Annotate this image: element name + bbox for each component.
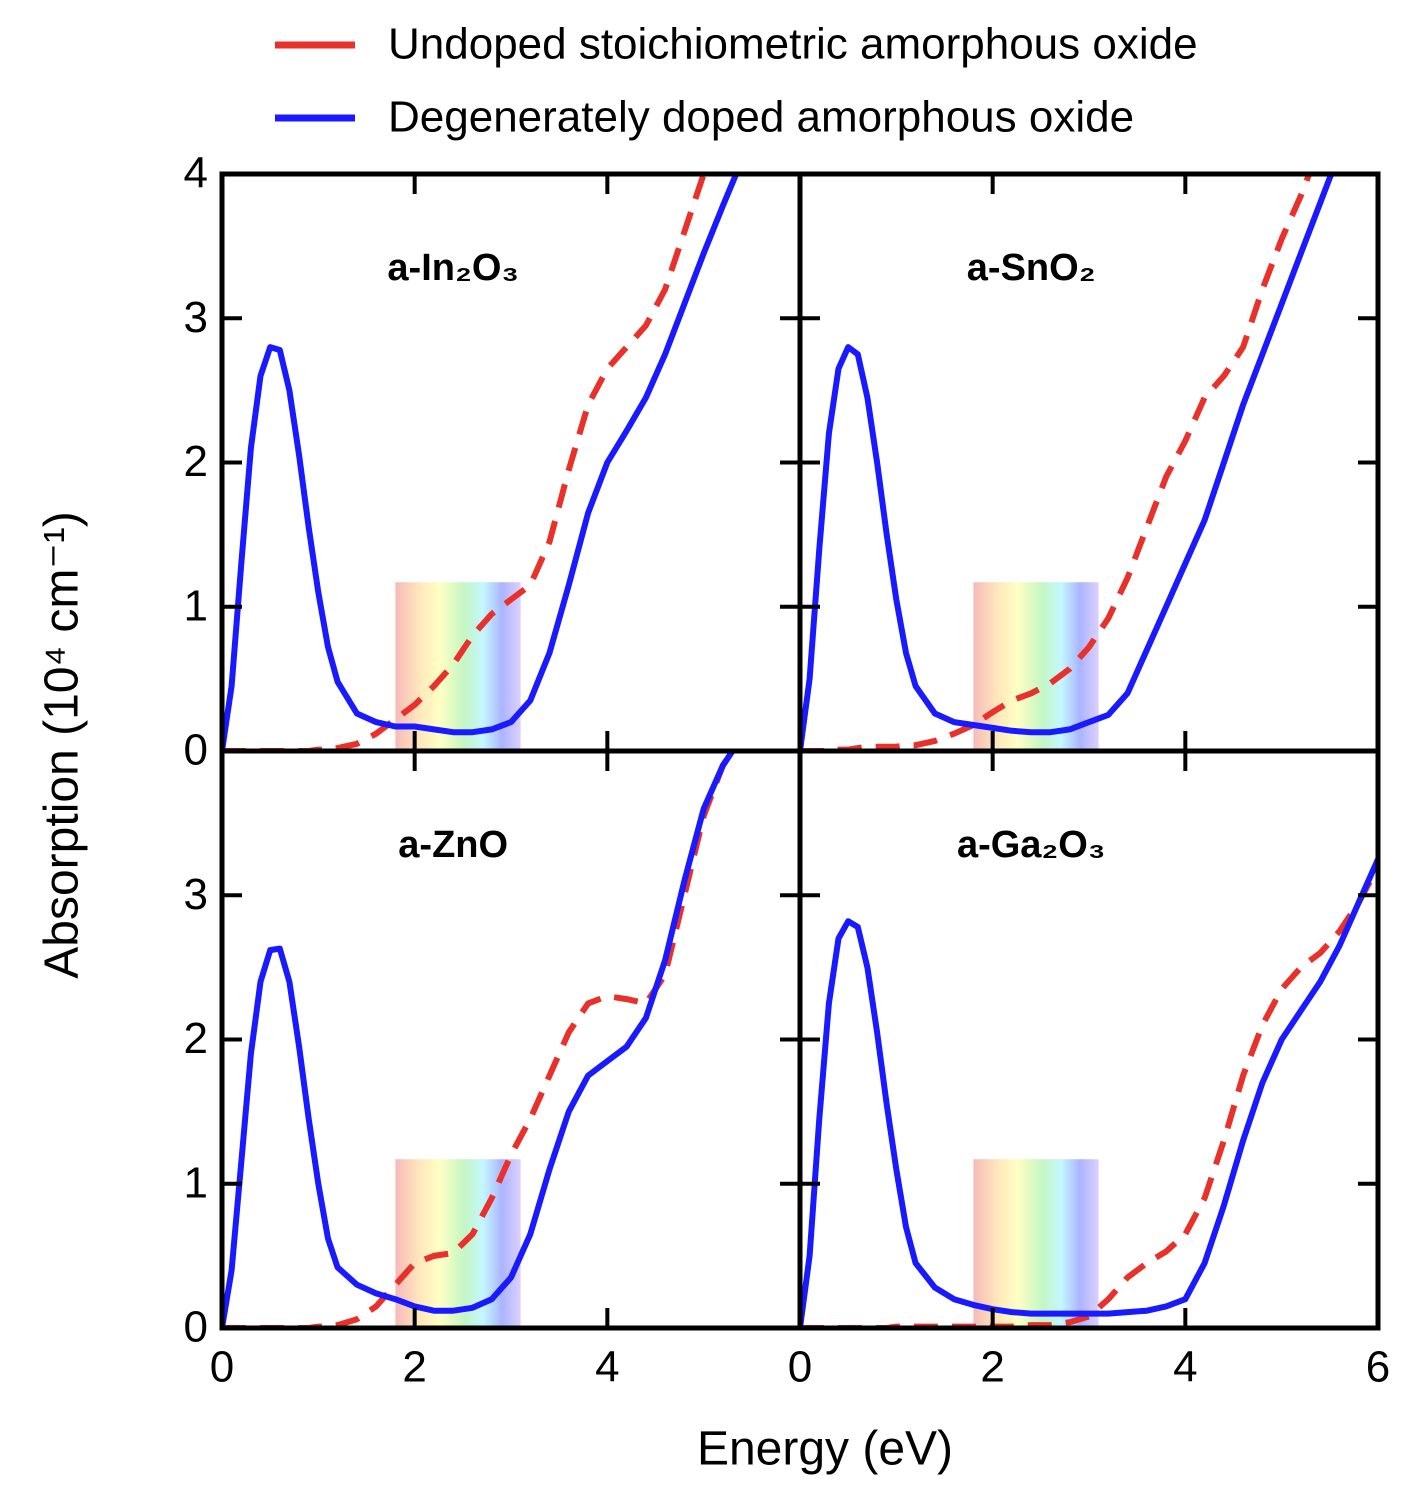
y-tick-label: 1 <box>184 581 208 630</box>
panel: 0 1 2 3 0 2 4 a-ZnO <box>184 748 803 1392</box>
y-axis-title: Absorption (10⁴ cm⁻¹) <box>36 511 89 978</box>
panel: 0 2 4 6 a-Ga₂O₃ <box>788 748 1390 1392</box>
panel-title: a-In₂O₃ <box>387 247 519 289</box>
y-tick-label: 2 <box>184 1014 208 1063</box>
series-line <box>800 857 1378 1328</box>
y-tick-label: 3 <box>184 293 208 342</box>
series-line <box>222 174 740 751</box>
panel-title: a-ZnO <box>398 824 508 866</box>
x-tick-label: 4 <box>1173 1343 1197 1392</box>
y-tick-label: 0 <box>184 1303 208 1352</box>
x-tick-label: 4 <box>595 1343 619 1392</box>
x-tick-label: 2 <box>980 1343 1004 1392</box>
visible-band <box>973 582 1099 751</box>
x-tick-label: 6 <box>1366 1343 1390 1392</box>
visible-band <box>395 1159 521 1328</box>
x-tick-label: 2 <box>402 1343 426 1392</box>
x-axis-title: Energy (eV) <box>697 1423 953 1476</box>
y-tick-label: 4 <box>184 149 208 198</box>
legend-label: Undoped stoichiometric amorphous oxide <box>388 20 1198 69</box>
panel-title: a-Ga₂O₃ <box>957 824 1106 866</box>
legend-label: Degenerately doped amorphous oxide <box>388 93 1134 142</box>
panel: 0 1 2 3 4 a-In₂O₃ <box>184 149 803 775</box>
panel-title: a-SnO₂ <box>967 247 1096 289</box>
visible-band <box>395 582 521 751</box>
series-line <box>800 174 1335 751</box>
x-tick-label: 0 <box>210 1343 234 1392</box>
visible-band <box>973 1159 1099 1328</box>
y-tick-label: 3 <box>184 870 208 919</box>
series-line <box>222 174 707 751</box>
y-tick-label: 2 <box>184 437 208 486</box>
y-tick-label: 1 <box>184 1158 208 1207</box>
series-line <box>222 751 737 1328</box>
x-tick-label: 0 <box>788 1343 812 1392</box>
series-line <box>800 174 1313 751</box>
y-tick-label: 0 <box>184 726 208 775</box>
series-line <box>800 864 1378 1328</box>
